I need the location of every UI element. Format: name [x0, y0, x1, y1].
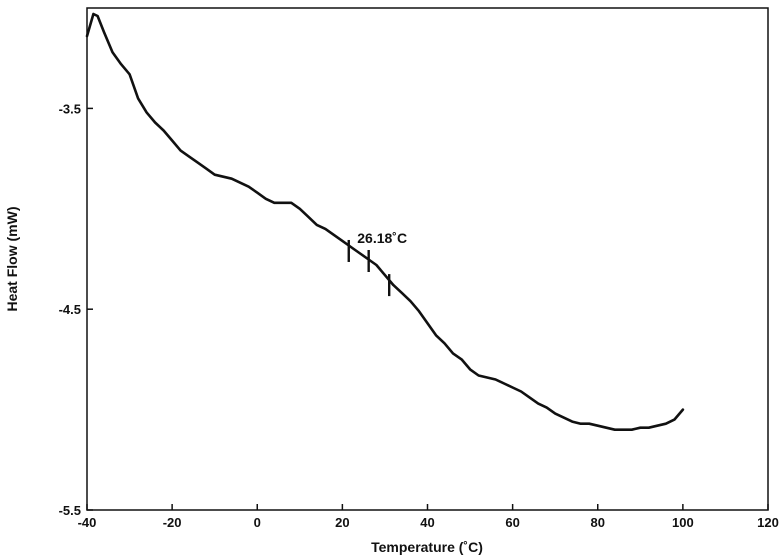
- x-tick-label: 0: [254, 515, 261, 530]
- glass-transition-annotation: 26.18˚C: [357, 230, 407, 246]
- x-axis-title: Temperature (˚C): [371, 539, 483, 555]
- x-tick-label: 80: [591, 515, 605, 530]
- y-axis-title: Heat Flow (mW): [4, 207, 20, 312]
- y-axis-ticks: -3.5 -4.5 -5.5: [59, 101, 93, 518]
- x-tick-label: 120: [757, 515, 779, 530]
- y-tick-label: -3.5: [59, 101, 81, 116]
- x-tick-label: 100: [672, 515, 694, 530]
- x-tick-label: 40: [420, 515, 434, 530]
- x-tick-label: -40: [78, 515, 97, 530]
- transition-markers: [347, 239, 391, 297]
- y-tick-label: -5.5: [59, 503, 81, 518]
- heat-flow-line: [85, 12, 685, 431]
- plot-frame: [86, 7, 769, 511]
- x-tick-label: -20: [163, 515, 182, 530]
- x-tick-label: 20: [335, 515, 349, 530]
- x-axis-ticks: -40 -20 0 20 40 60 80 100 120: [78, 504, 779, 530]
- y-tick-label: -4.5: [59, 302, 81, 317]
- x-tick-label: 60: [505, 515, 519, 530]
